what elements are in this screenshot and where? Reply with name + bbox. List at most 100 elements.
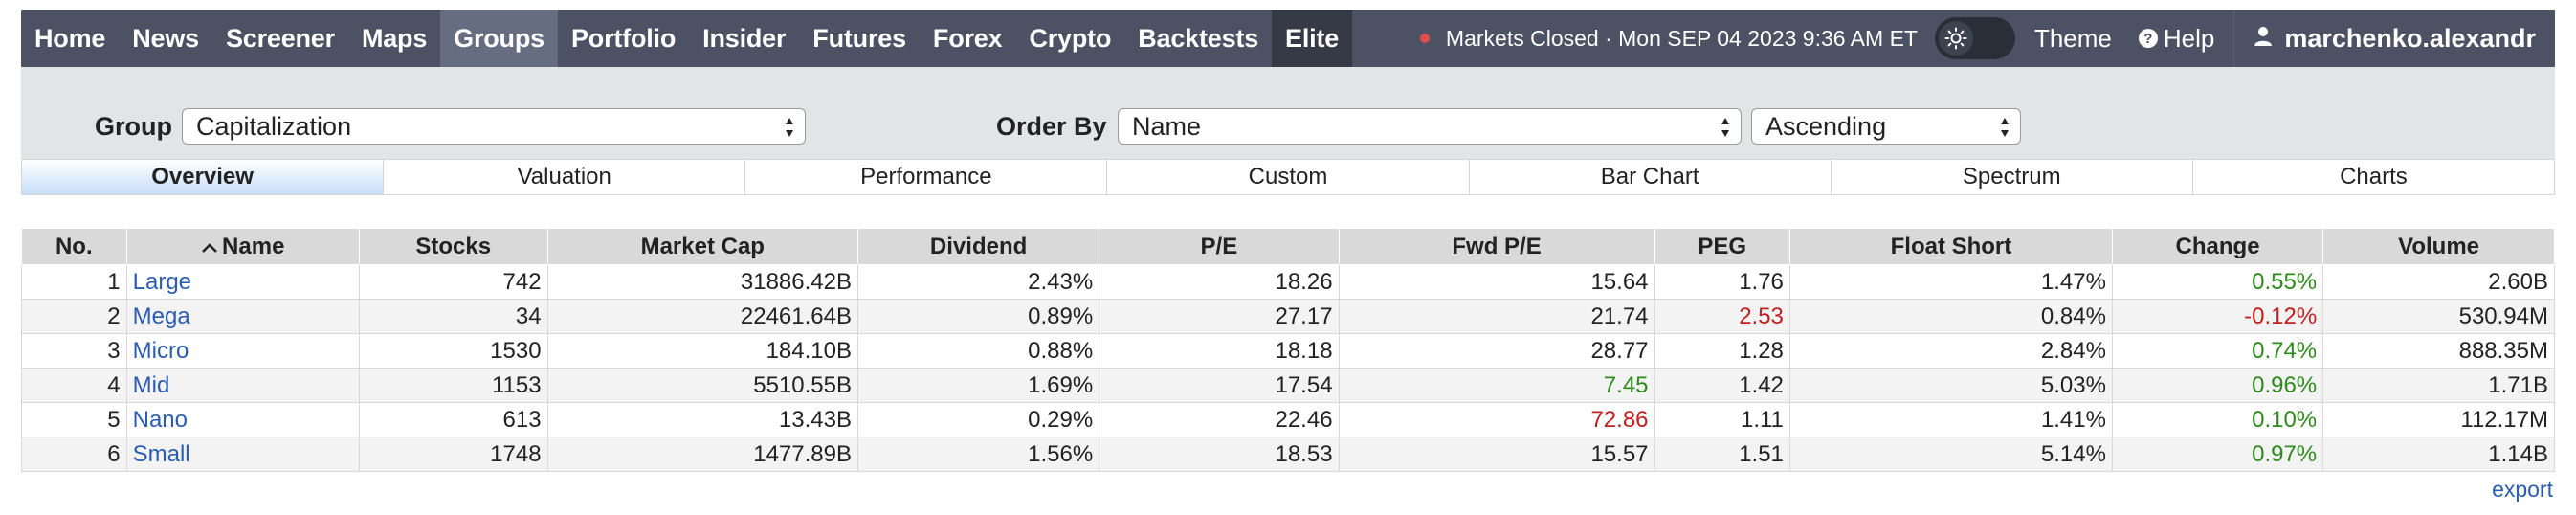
export-link[interactable]: export — [2492, 477, 2553, 502]
order-direction-select[interactable]: Ascending — [1751, 108, 2021, 145]
tab-valuation[interactable]: Valuation — [384, 160, 746, 194]
user-menu[interactable]: marchenko.alexandr — [2233, 10, 2555, 67]
header-fwd-pe[interactable]: Fwd P/E — [1338, 228, 1655, 265]
cell-dividend: 2.43% — [856, 264, 1100, 300]
nav-elite[interactable]: Elite — [1272, 10, 1353, 67]
cell-peg: 1.11 — [1654, 402, 1790, 437]
cell-name[interactable]: Nano — [125, 402, 360, 437]
status-dot-icon — [1419, 34, 1430, 43]
cell-pe: 18.18 — [1099, 333, 1340, 369]
cell-fwd-pe: 28.77 — [1338, 333, 1655, 369]
cell-change: -0.12% — [2111, 299, 2324, 334]
header-pe[interactable]: P/E — [1099, 228, 1340, 265]
nav-portfolio[interactable]: Portfolio — [570, 23, 677, 53]
table-row: 1 Large 742 31886.42B 2.43% 18.26 15.64 1.76 1.4… — [21, 264, 2555, 300]
group-select[interactable]: Capitalization — [182, 108, 806, 145]
cell-stocks: 1153 — [358, 368, 548, 403]
cell-name[interactable]: Micro — [125, 333, 360, 369]
top-navigation: Home News Screener Maps Groups Portfolio Insid… — [21, 10, 2555, 67]
header-float-short[interactable]: Float Short — [1788, 228, 2113, 265]
nav-crypto[interactable]: Crypto — [1029, 23, 1112, 53]
groups-table: No. Name Stocks Market Cap Dividend P/E … — [21, 228, 2555, 472]
market-status: Markets Closed · Mon SEP 04 2023 9:36 AM… — [1419, 26, 1918, 52]
theme-link[interactable]: Theme — [2025, 24, 2121, 54]
header-no[interactable]: No. — [21, 228, 127, 265]
cell-market-cap: 13.43B — [546, 402, 858, 437]
nav-news[interactable]: News — [132, 23, 199, 53]
table-row: 2 Mega 34 22461.64B 0.89% 27.17 21.74 2.53 0.84%… — [21, 299, 2555, 334]
updown-arrows-icon — [2001, 118, 2009, 137]
cell-name[interactable]: Small — [125, 437, 360, 472]
groups-table-wrapper: No. Name Stocks Market Cap Dividend P/E … — [21, 228, 2555, 472]
updown-arrows-icon — [786, 118, 793, 137]
user-icon — [2254, 24, 2273, 54]
cell-float-short: 2.84% — [1788, 333, 2113, 369]
cell-stocks: 742 — [358, 264, 548, 300]
header-market-cap[interactable]: Market Cap — [546, 228, 858, 265]
cell-no: 4 — [21, 368, 127, 403]
cell-name[interactable]: Mega — [125, 299, 360, 334]
theme-toggle[interactable] — [1934, 17, 2015, 59]
order-by-select[interactable]: Name — [1118, 108, 1742, 145]
nav-insider[interactable]: Insider — [702, 23, 787, 53]
cell-peg: 1.51 — [1654, 437, 1790, 472]
header-stocks[interactable]: Stocks — [358, 228, 548, 265]
tab-overview[interactable]: Overview — [22, 160, 385, 194]
cell-dividend: 0.29% — [856, 402, 1100, 437]
tab-performance[interactable]: Performance — [745, 160, 1108, 194]
cell-dividend: 0.89% — [856, 299, 1100, 334]
cell-no: 5 — [21, 402, 127, 437]
tab-custom[interactable]: Custom — [1107, 160, 1470, 194]
header-name[interactable]: Name — [125, 228, 360, 265]
group-label: Group — [95, 112, 172, 141]
updown-arrows-icon — [1721, 118, 1729, 137]
cell-volume: 2.60B — [2322, 264, 2555, 300]
table-row: 6 Small 1748 1477.89B 1.56% 18.53 15.57 1.51 5.1… — [21, 437, 2555, 472]
cell-dividend: 0.88% — [856, 333, 1100, 369]
group-select-value: Capitalization — [196, 111, 352, 141]
nav-maps[interactable]: Maps — [361, 23, 428, 53]
cell-stocks: 1748 — [358, 437, 548, 472]
cell-fwd-pe: 21.74 — [1338, 299, 1655, 334]
nav-home[interactable]: Home — [34, 23, 106, 53]
cell-no: 6 — [21, 437, 127, 472]
header-dividend[interactable]: Dividend — [856, 228, 1100, 265]
tab-bar-chart[interactable]: Bar Chart — [1470, 160, 1832, 194]
nav-screener[interactable]: Screener — [225, 23, 335, 53]
header-name-label: Name — [222, 233, 285, 259]
help-link[interactable]: ? Help — [2129, 24, 2224, 54]
cell-pe: 18.26 — [1099, 264, 1340, 300]
cell-market-cap: 5510.55B — [546, 368, 858, 403]
question-circle-icon: ? — [2138, 29, 2158, 48]
cell-volume: 1.14B — [2322, 437, 2555, 472]
order-direction-value: Ascending — [1765, 111, 1887, 141]
nav-futures[interactable]: Futures — [812, 23, 906, 53]
cell-peg: 2.53 — [1654, 299, 1790, 334]
cell-peg: 1.76 — [1654, 264, 1790, 300]
view-tabs: Overview Valuation Performance Custom Bar Ch… — [21, 159, 2555, 195]
help-label: Help — [2163, 23, 2215, 53]
cell-pe: 22.46 — [1099, 402, 1340, 437]
header-peg[interactable]: PEG — [1654, 228, 1790, 265]
header-volume[interactable]: Volume — [2322, 228, 2555, 265]
header-change[interactable]: Change — [2111, 228, 2324, 265]
tab-charts[interactable]: Charts — [2340, 164, 2408, 190]
order-by-label: Order By — [996, 112, 1107, 141]
nav-menu: Home News Screener Maps Groups Portfolio Insid… — [21, 10, 1353, 67]
cell-no: 2 — [21, 299, 127, 334]
cell-pe: 17.54 — [1099, 368, 1340, 403]
cell-name[interactable]: Mid — [125, 368, 360, 403]
nav-groups[interactable]: Groups — [440, 10, 558, 67]
cell-peg: 1.42 — [1654, 368, 1790, 403]
nav-forex[interactable]: Forex — [932, 23, 1003, 53]
cell-stocks: 613 — [358, 402, 548, 437]
cell-float-short: 1.47% — [1788, 264, 2113, 300]
table-row: 5 Nano 613 13.43B 0.29% 22.46 72.86 1.11 1.41% 0.… — [21, 402, 2555, 437]
cell-pe: 18.53 — [1099, 437, 1340, 472]
cell-stocks: 1530 — [358, 333, 548, 369]
nav-backtests[interactable]: Backtests — [1138, 23, 1259, 53]
cell-stocks: 34 — [358, 299, 548, 334]
cell-float-short: 5.14% — [1788, 437, 2113, 472]
cell-name[interactable]: Large — [125, 264, 360, 300]
tab-spectrum[interactable]: Spectrum — [1832, 160, 2193, 194]
